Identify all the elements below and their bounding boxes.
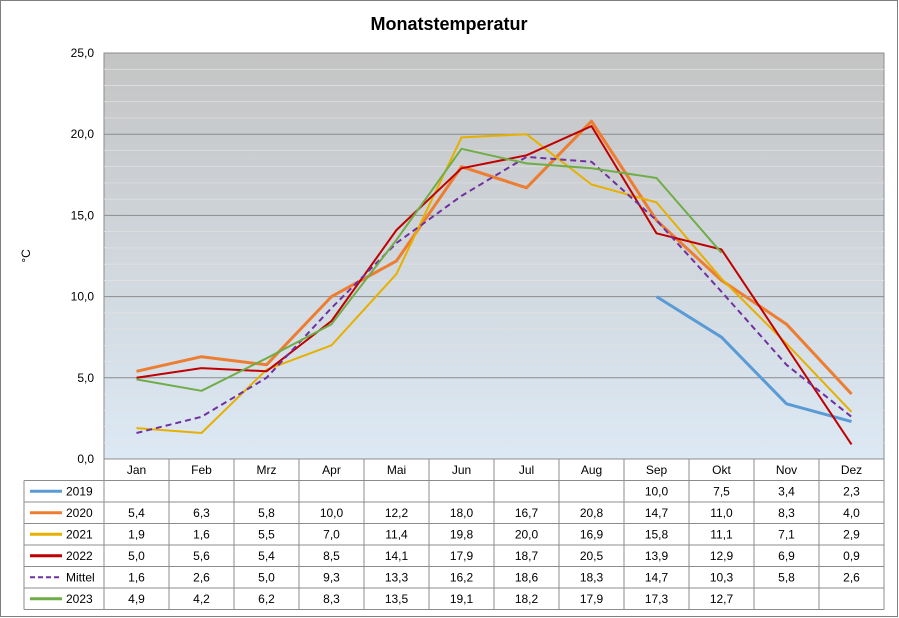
table-cell-value: 20,5 [580, 549, 604, 563]
data-table: Jan Feb Mrz Apr Mai Jun Jul Aug Sep Okt Nov Dez 2019… [23, 458, 885, 610]
table-cell-value: 5,8 [258, 506, 275, 520]
table-cell-value: 13,9 [645, 549, 669, 563]
table-cell-value: 8,5 [323, 549, 340, 563]
table-cell-value: 5,8 [778, 570, 795, 584]
table-cell-value: 2,6 [193, 570, 210, 584]
table-cell-value: 7,5 [713, 484, 730, 498]
table-cell-value: 18,0 [450, 506, 474, 520]
x-tick-label: Jun [452, 463, 471, 477]
table-cell-value: 18,2 [515, 592, 539, 606]
series-line-2021 [136, 133, 853, 434]
table-cell-value: 18,7 [515, 549, 539, 563]
plot-area: 0,0 5,0 10,0 15,0 20,0 25,0 [71, 46, 885, 466]
table-cell-value: 2,9 [843, 527, 860, 541]
table-cell-value: 10,0 [645, 484, 669, 498]
table-cell-value: 5,0 [258, 570, 275, 584]
table-cell-value: 14,7 [645, 570, 669, 584]
table-cell-value: 12,7 [710, 592, 734, 606]
x-tick-label: Sep [646, 463, 668, 477]
table-cell-value: 4,9 [128, 592, 145, 606]
series-line-2023 [136, 147, 723, 392]
table-cell-value: 16,7 [515, 506, 539, 520]
y-tick-label: 0,0 [77, 452, 94, 466]
table-cell-value: 16,9 [580, 527, 604, 541]
x-tick-label: Aug [581, 463, 602, 477]
table-cell-value: 5,0 [128, 549, 145, 563]
legend-label-2019: 2019 [66, 484, 93, 498]
table-cell-value: 14,1 [385, 549, 409, 563]
table-cell-value: 0,9 [843, 549, 860, 563]
table-cell-value: 6,3 [193, 506, 210, 520]
table-cell-value: 18,6 [515, 570, 539, 584]
table-cell-value: 10,3 [710, 570, 734, 584]
table-cell-value: 12,9 [710, 549, 734, 563]
table-cell-value: 3,4 [778, 484, 795, 498]
table-cell-value: 7,1 [778, 527, 795, 541]
y-tick-label: 10,0 [71, 290, 95, 304]
table-cell-value: 8,3 [323, 592, 340, 606]
y-tick-label: 20,0 [71, 127, 95, 141]
legend-label-2020: 2020 [66, 506, 93, 520]
table-cell-value: 4,2 [193, 592, 210, 606]
table-cell-value: 6,2 [258, 592, 275, 606]
series-line-2022 [136, 125, 853, 445]
table-cell-value: 2,3 [843, 484, 860, 498]
plot-background [103, 52, 885, 460]
table-cell-value: 7,0 [323, 527, 340, 541]
table-cell-value: 12,2 [385, 506, 409, 520]
table-cell-value: 1,6 [193, 527, 210, 541]
legend-label-2021: 2021 [66, 527, 93, 541]
x-tick-label: Jan [127, 463, 146, 477]
table-cell-value: 16,2 [450, 570, 474, 584]
table-cell-value: 10,0 [320, 506, 344, 520]
table-cell-value: 15,8 [645, 527, 669, 541]
x-tick-label: Okt [712, 463, 731, 477]
legend-label-2023: 2023 [66, 592, 93, 606]
table-cell-value: 5,4 [258, 549, 275, 563]
x-tick-label: Nov [776, 463, 797, 477]
y-axis-label: °C [19, 249, 33, 263]
table-cell-value: 19,1 [450, 592, 474, 606]
x-tick-label: Feb [191, 463, 212, 477]
x-tick-label: Dez [841, 463, 862, 477]
x-tick-label: Mai [387, 463, 406, 477]
table-cell-value: 4,0 [843, 506, 860, 520]
table-cell-value: 5,5 [258, 527, 275, 541]
y-tick-label: 5,0 [77, 371, 94, 385]
chart-title: Monatstemperatur [370, 14, 527, 34]
table-cell-value: 18,3 [580, 570, 604, 584]
table-cell-value: 17,3 [645, 592, 669, 606]
table-cell-value: 11,0 [710, 506, 733, 520]
table-cell-value: 13,5 [385, 592, 409, 606]
x-tick-label: Apr [322, 463, 341, 477]
table-cell-value: 2,6 [843, 570, 860, 584]
table-cell-value: 20,0 [515, 527, 539, 541]
table-cell-value: 20,8 [580, 506, 604, 520]
table-cell-value: 11,1 [710, 527, 733, 541]
x-tick-label: Jul [519, 463, 534, 477]
table-cell-value: 11,4 [385, 527, 408, 541]
table-cell-value: 17,9 [580, 592, 604, 606]
y-tick-label: 25,0 [71, 46, 95, 60]
table-cell-value: 5,6 [193, 549, 210, 563]
table-cell-value: 8,3 [778, 506, 795, 520]
table-cell-value: 19,8 [450, 527, 474, 541]
series-line-mittel [136, 155, 853, 434]
table-cell-value: 9,3 [323, 570, 340, 584]
table-cell-value: 1,9 [128, 527, 145, 541]
table-cell-value: 6,9 [778, 549, 795, 563]
legend-label-mittel: Mittel [66, 570, 95, 584]
x-tick-label: Mrz [257, 463, 277, 477]
table-cell-value: 14,7 [645, 506, 669, 520]
table-cell-value: 5,4 [128, 506, 145, 520]
y-tick-label: 15,0 [71, 208, 95, 222]
series-line-2019 [655, 295, 852, 424]
table-cell-value: 1,6 [128, 570, 145, 584]
table-cell-value: 17,9 [450, 549, 474, 563]
legend-label-2022: 2022 [66, 549, 93, 563]
table-cell-value: 13,3 [385, 570, 409, 584]
